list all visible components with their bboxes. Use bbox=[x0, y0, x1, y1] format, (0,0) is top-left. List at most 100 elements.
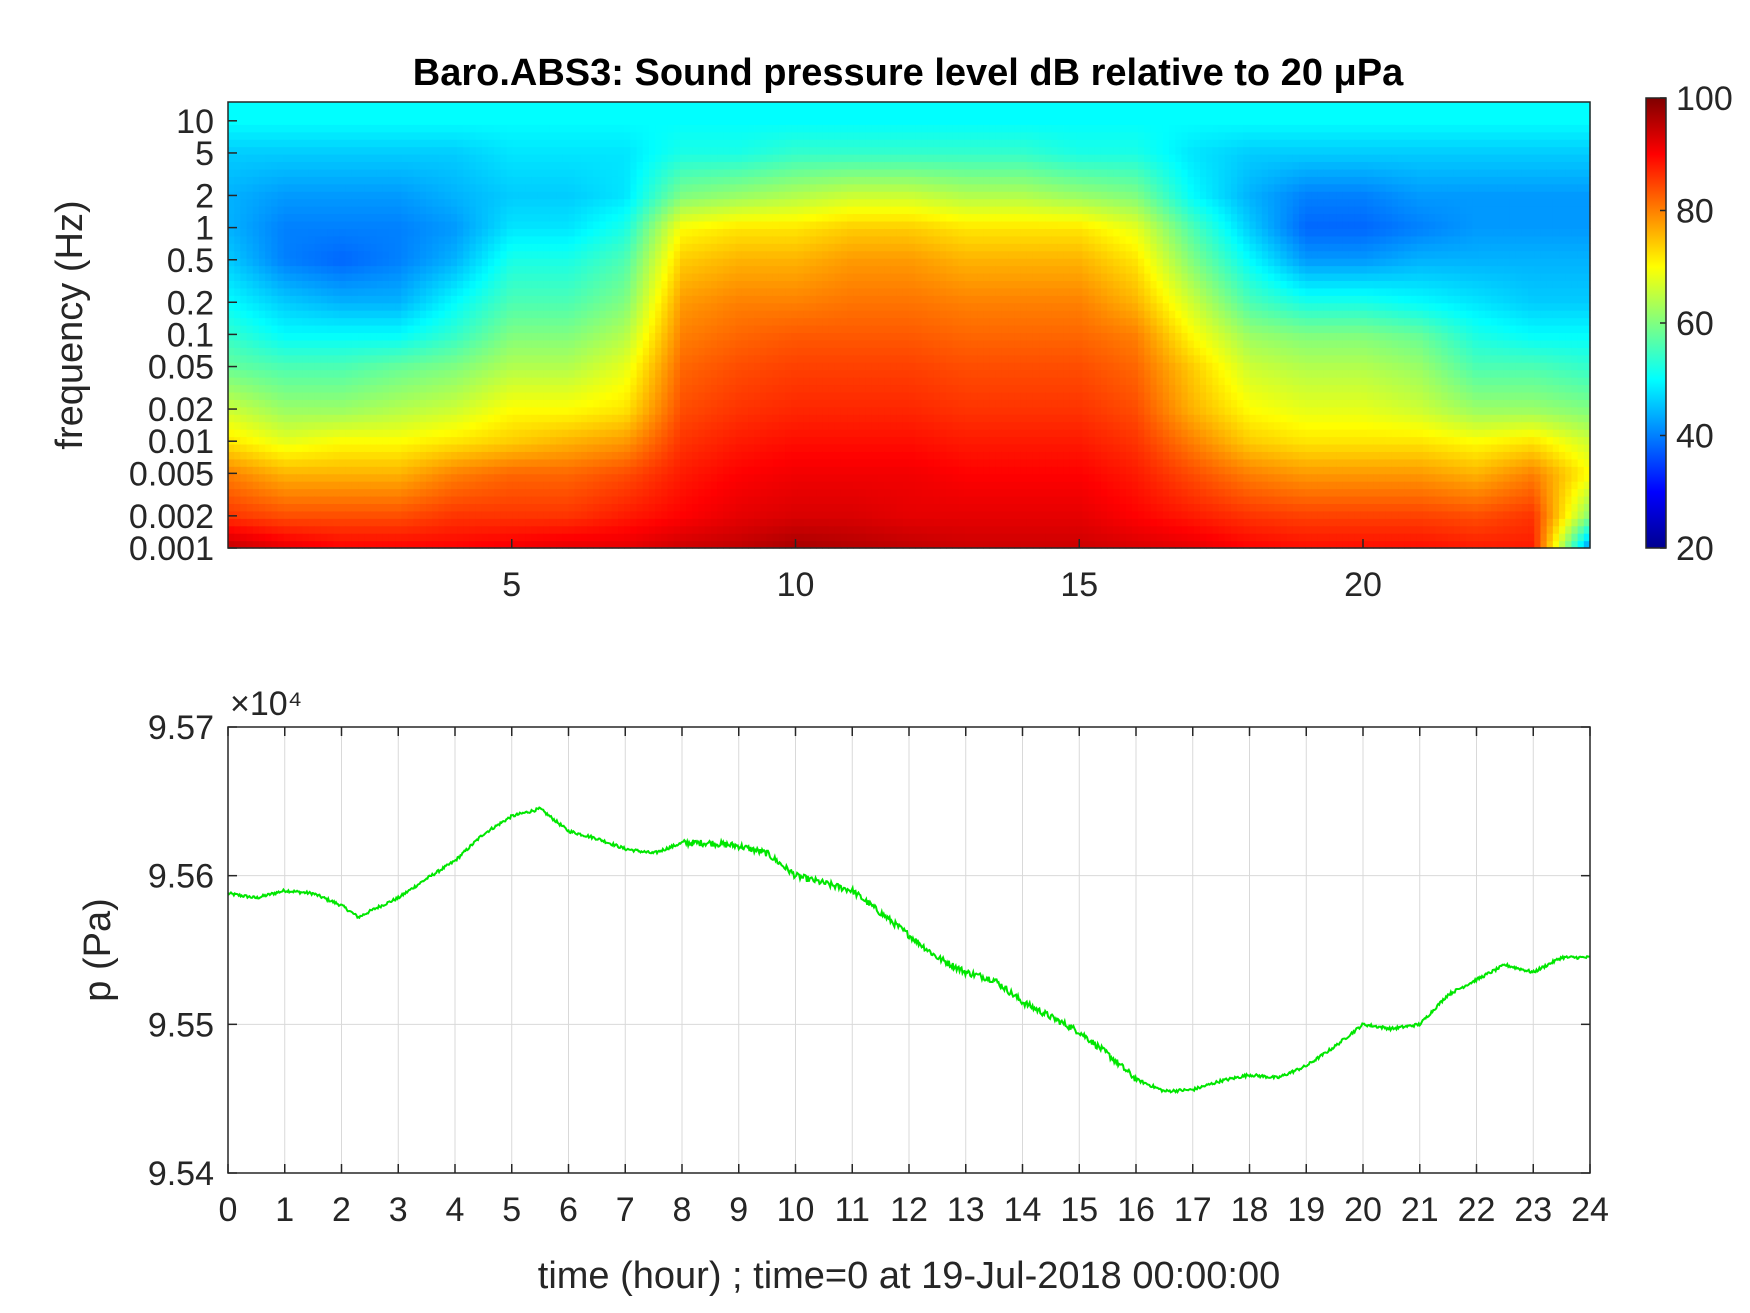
spectrogram-cell bbox=[673, 280, 681, 289]
spectrogram-cell bbox=[395, 302, 402, 311]
spectrogram-cell bbox=[246, 473, 254, 482]
spectrogram-cell bbox=[488, 406, 495, 415]
spectrogram-cell bbox=[580, 377, 588, 386]
spectrogram-cell bbox=[599, 377, 607, 386]
spectrogram-cell bbox=[506, 139, 514, 148]
spectrogram-cell bbox=[506, 265, 514, 274]
spectrogram-cell bbox=[339, 235, 347, 244]
spectrogram-cell bbox=[246, 495, 254, 504]
spectrogram-cell bbox=[723, 406, 731, 415]
spectrogram-cell bbox=[481, 503, 489, 512]
spectrogram-cell bbox=[655, 473, 662, 482]
spectrogram-cell bbox=[289, 429, 297, 438]
spectrogram-cell bbox=[382, 250, 390, 259]
spectrogram-cell bbox=[308, 109, 316, 118]
spectrogram-cell bbox=[655, 421, 662, 430]
spectrogram-cell bbox=[345, 272, 353, 281]
spectrogram-cell bbox=[252, 280, 260, 289]
spectrogram-cell bbox=[735, 540, 743, 549]
spectrogram-cell bbox=[388, 265, 396, 274]
spectrogram-cell bbox=[345, 429, 353, 438]
spectrogram-cell bbox=[228, 369, 235, 378]
spectrogram-cell bbox=[345, 533, 353, 542]
spectrogram-cell bbox=[648, 473, 656, 482]
spectrogram-cell bbox=[246, 161, 254, 170]
spectrogram-cell bbox=[710, 183, 718, 192]
spectrogram-cell bbox=[426, 235, 433, 244]
spectrogram-cell bbox=[568, 161, 576, 170]
spectrogram-cell bbox=[624, 295, 632, 304]
spectrogram-cell bbox=[580, 243, 588, 252]
spectrogram-cell bbox=[531, 131, 539, 140]
spectrogram-cell bbox=[444, 235, 452, 244]
spectrogram-cell bbox=[382, 220, 390, 229]
spectrogram-cell bbox=[450, 332, 458, 341]
spectrogram-cell bbox=[277, 102, 285, 111]
spectrogram-cell bbox=[574, 332, 582, 341]
spectrogram-cell bbox=[624, 503, 632, 512]
spectrogram-cell bbox=[543, 176, 551, 185]
spectrogram-cell bbox=[277, 540, 285, 549]
spectrogram-cell bbox=[246, 399, 254, 408]
spectrogram-cell bbox=[475, 466, 483, 475]
spectrogram-cell bbox=[611, 302, 619, 311]
spectrogram-cell bbox=[277, 295, 285, 304]
spectrogram-cell bbox=[717, 488, 724, 497]
spectrogram-cell bbox=[271, 332, 279, 341]
spectrogram-cell bbox=[723, 168, 731, 177]
spectrogram-cell bbox=[661, 102, 669, 111]
spectrogram-cell bbox=[741, 503, 749, 512]
spectrogram-cell bbox=[580, 124, 588, 133]
spectrogram-cell bbox=[630, 458, 638, 467]
spectrogram-cell bbox=[345, 481, 353, 490]
spectrogram-cell bbox=[252, 414, 260, 423]
spectrogram-cell bbox=[438, 131, 446, 140]
spectrogram-cell bbox=[432, 362, 440, 371]
spectrogram-cell bbox=[388, 109, 396, 118]
spectrogram-cell bbox=[605, 495, 613, 504]
spectrogram-cell bbox=[314, 495, 322, 504]
spectrogram-cell bbox=[667, 443, 675, 452]
spectrogram-cell bbox=[426, 332, 433, 341]
spectrogram-cell bbox=[655, 466, 662, 475]
spectrogram-cell bbox=[314, 533, 322, 542]
spectrogram-cell bbox=[438, 510, 446, 519]
spectrogram-cell bbox=[370, 280, 378, 289]
spectrogram-cell bbox=[457, 332, 464, 341]
spectrogram-cell bbox=[463, 369, 471, 378]
spectrogram-cell bbox=[314, 451, 322, 460]
spectrogram-cell bbox=[667, 139, 675, 148]
spectrogram-cell bbox=[370, 287, 378, 296]
spectrogram-cell bbox=[642, 258, 650, 267]
spectrogram-cell bbox=[605, 458, 613, 467]
spectrogram-cell bbox=[512, 436, 520, 445]
spectrogram-cell bbox=[457, 466, 464, 475]
spectrogram-cell bbox=[636, 421, 644, 430]
spectrogram-cell bbox=[444, 481, 452, 490]
spectrogram-cell bbox=[618, 280, 625, 289]
spectrogram-cell bbox=[599, 168, 607, 177]
spectrogram-cell bbox=[246, 339, 254, 348]
spectrogram-cell bbox=[469, 406, 477, 415]
spectrogram-cell bbox=[599, 206, 607, 215]
spectrogram-cell bbox=[333, 295, 341, 304]
spectrogram-cell bbox=[543, 220, 551, 229]
spectrogram-cell bbox=[525, 280, 532, 289]
spectrogram-cell bbox=[518, 362, 526, 371]
spectrogram-cell bbox=[401, 399, 409, 408]
spectrogram-cell bbox=[630, 339, 638, 348]
spectrogram-cell bbox=[413, 317, 421, 326]
spectrogram-cell bbox=[710, 213, 718, 222]
spectrogram-cell bbox=[531, 443, 539, 452]
spectrogram-cell bbox=[327, 243, 334, 252]
spectrogram-cell bbox=[426, 154, 433, 163]
spectrogram-cell bbox=[494, 325, 501, 334]
spectrogram-cell bbox=[723, 533, 731, 542]
spectrogram-cell bbox=[562, 109, 570, 118]
spectrogram-cell bbox=[717, 325, 724, 334]
spectrogram-cell bbox=[388, 458, 396, 467]
spectrogram-cell bbox=[240, 481, 248, 490]
spectrogram-cell bbox=[252, 495, 260, 504]
spectrogram-cell bbox=[228, 250, 235, 259]
spectrogram-cell bbox=[717, 481, 724, 490]
